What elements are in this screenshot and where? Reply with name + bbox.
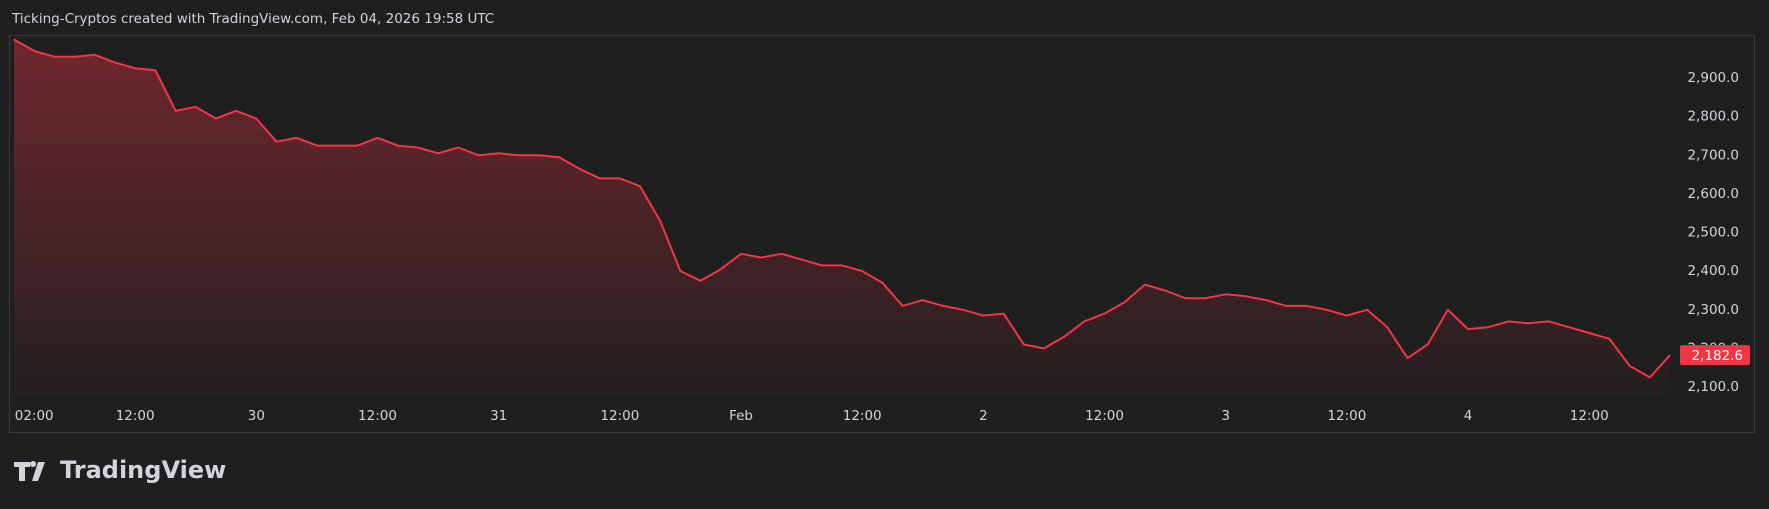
y-tick-label: 2,300.0 [1687, 302, 1739, 318]
last-price-box [1680, 345, 1750, 366]
y-tick-label: 2,100.0 [1687, 379, 1739, 395]
y-tick-label: 2,600.0 [1687, 186, 1739, 202]
y-tick-label: 2,400.0 [1687, 263, 1739, 279]
brand-name: TradingView [60, 456, 226, 484]
x-tick-label: 12:00 [116, 408, 155, 424]
y-tick-label: 2,900.0 [1687, 70, 1739, 86]
price-line [13, 38, 1671, 379]
x-tick-label: 12:00 [843, 408, 882, 424]
x-tick-label: 30 [248, 408, 265, 424]
x-tick-label: 2 [979, 408, 988, 424]
x-tick-label: 02:00 [15, 408, 54, 424]
x-tick-label: 12:00 [1327, 408, 1366, 424]
plot-frame [9, 35, 1755, 433]
x-tick-label: 12:00 [600, 408, 639, 424]
x-tick-label: 12:00 [1085, 408, 1124, 424]
last-price-label: 2,182.6 [1691, 348, 1743, 364]
brand-logo: TradingView [14, 456, 226, 484]
x-tick-label: 31 [490, 408, 507, 424]
y-tick-label: 2,500.0 [1687, 225, 1739, 241]
x-tick-label: 12:00 [358, 408, 397, 424]
x-tick-label: 3 [1221, 408, 1230, 424]
y-tick-label: 2,700.0 [1687, 147, 1739, 163]
logo-icon [14, 461, 45, 481]
y-tick-label: 2,800.0 [1687, 109, 1739, 125]
chart-title: Ticking-Cryptos created with TradingView… [11, 11, 494, 27]
x-tick-label: 12:00 [1570, 408, 1609, 424]
area-fill [14, 39, 1670, 397]
x-tick-label: Feb [729, 408, 753, 424]
x-tick-label: 4 [1464, 408, 1473, 424]
